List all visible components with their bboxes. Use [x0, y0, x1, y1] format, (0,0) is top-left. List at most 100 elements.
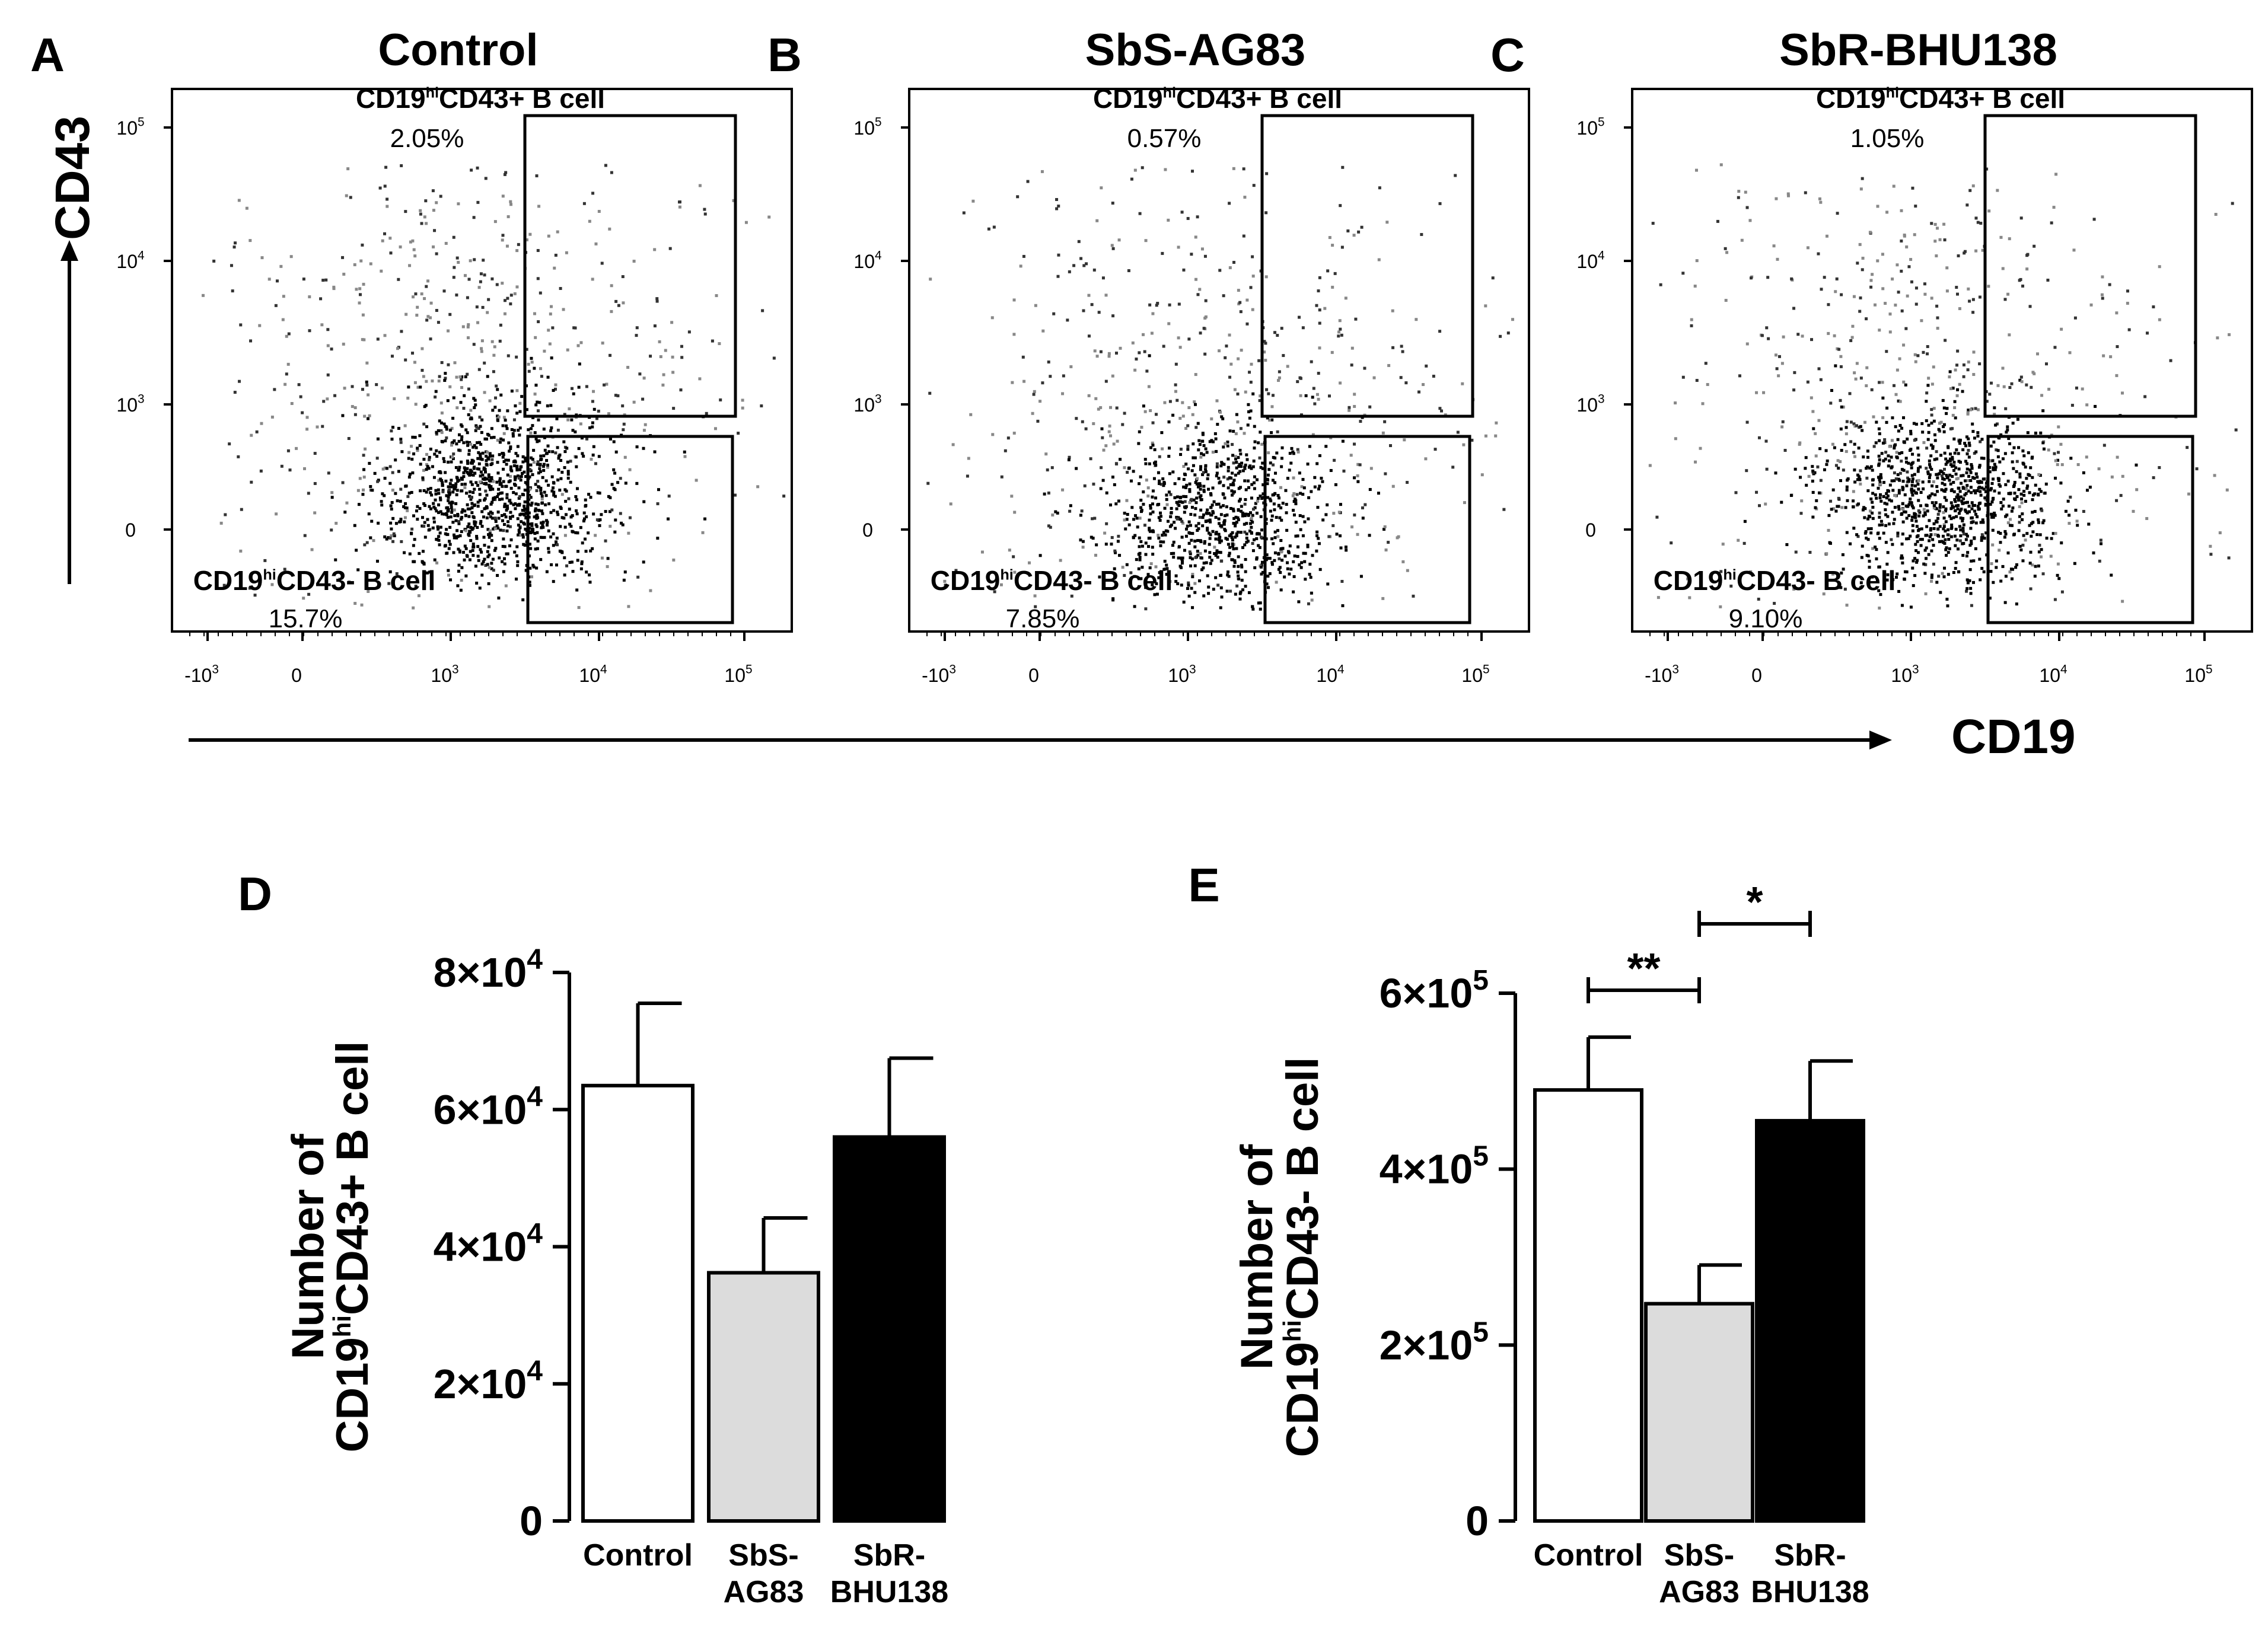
event-point — [521, 509, 524, 512]
event-point — [715, 294, 718, 298]
event-point — [399, 518, 403, 521]
event-point — [1219, 513, 1223, 516]
event-point — [558, 489, 562, 492]
event-point — [1083, 484, 1087, 487]
event-point — [419, 463, 422, 466]
event-point — [591, 453, 595, 457]
event-point — [473, 503, 477, 507]
event-point — [555, 537, 559, 540]
event-point — [490, 277, 494, 280]
event-point — [439, 429, 443, 432]
y-tick-label-base: 10 — [1576, 251, 1598, 272]
event-point — [464, 428, 468, 432]
event-point — [1142, 333, 1145, 336]
event-point — [1263, 340, 1266, 343]
event-point — [406, 509, 409, 512]
event-point — [1197, 448, 1200, 452]
event-point — [342, 272, 346, 276]
event-point — [1942, 406, 1946, 410]
event-point — [1131, 341, 1135, 345]
event-point — [1965, 589, 1968, 593]
event-point — [1215, 462, 1219, 465]
event-point — [661, 383, 665, 387]
event-point — [429, 447, 432, 451]
event-point — [1897, 291, 1900, 294]
event-point — [376, 480, 380, 483]
event-point — [480, 350, 483, 353]
event-point — [1211, 486, 1215, 490]
event-point — [498, 441, 502, 444]
event-point — [1924, 534, 1928, 537]
y-tick-label-base: 10 — [116, 394, 138, 416]
event-point — [1962, 375, 1965, 378]
event-point — [1894, 304, 1897, 307]
event-point — [1194, 481, 1197, 484]
event-point — [635, 334, 638, 337]
event-point — [1212, 440, 1215, 444]
event-point — [1947, 551, 1950, 554]
event-point — [1792, 388, 1796, 392]
event-point — [545, 519, 549, 522]
event-point — [1456, 430, 1460, 434]
event-point — [1222, 476, 1226, 479]
event-point — [2092, 551, 2095, 554]
event-point — [1347, 409, 1351, 412]
event-point — [1223, 514, 1227, 518]
event-point — [559, 459, 563, 463]
event-point — [1815, 499, 1818, 502]
event-point — [1222, 445, 1225, 449]
event-point — [507, 480, 511, 483]
event-point — [391, 540, 395, 543]
event-point — [1957, 512, 1961, 515]
event-point — [476, 467, 479, 471]
event-point — [391, 426, 394, 429]
event-point — [1215, 471, 1219, 475]
event-point — [466, 461, 470, 465]
event-point — [532, 565, 536, 569]
event-point — [1930, 484, 1934, 487]
event-point — [535, 566, 539, 570]
event-point — [1192, 498, 1196, 502]
event-point — [1151, 583, 1154, 586]
event-point — [1196, 477, 1199, 480]
event-point — [1843, 443, 1847, 447]
event-point — [2002, 472, 2005, 476]
event-point — [1181, 556, 1184, 560]
event-point — [1206, 519, 1210, 522]
event-point — [445, 513, 448, 516]
y-tick-label-base: 10 — [853, 251, 875, 272]
event-point — [1207, 585, 1210, 589]
gate-label-cd43-pos-main: CD19 — [1816, 83, 1886, 114]
event-point — [1162, 481, 1166, 485]
event-point — [1235, 534, 1238, 538]
event-point — [506, 215, 510, 218]
event-point — [2019, 492, 2023, 496]
event-point — [1050, 466, 1054, 470]
event-point — [1156, 301, 1159, 305]
event-point — [1922, 562, 1926, 566]
event-point — [1810, 338, 1814, 342]
event-point — [1276, 430, 1279, 433]
event-point — [1823, 468, 1826, 471]
event-point — [2034, 431, 2037, 435]
event-point — [1234, 432, 1238, 435]
y-tick-label: 4×104 — [434, 1219, 543, 1270]
event-point — [327, 471, 330, 475]
event-point — [1764, 439, 1768, 443]
event-point — [680, 356, 684, 359]
event-point — [522, 543, 525, 546]
event-point — [569, 460, 572, 463]
event-point — [534, 507, 537, 511]
event-point — [928, 391, 932, 395]
event-point — [523, 543, 527, 547]
event-point — [473, 444, 476, 447]
event-point — [2094, 404, 2097, 408]
event-point — [737, 432, 740, 435]
event-point — [1896, 456, 1899, 460]
event-point — [1318, 484, 1321, 488]
gate-label-cd43-neg-sup: hi — [1723, 567, 1736, 583]
event-point — [1831, 442, 1834, 446]
event-point — [1858, 477, 1862, 481]
event-point — [1346, 229, 1350, 232]
event-point — [1878, 381, 1881, 384]
